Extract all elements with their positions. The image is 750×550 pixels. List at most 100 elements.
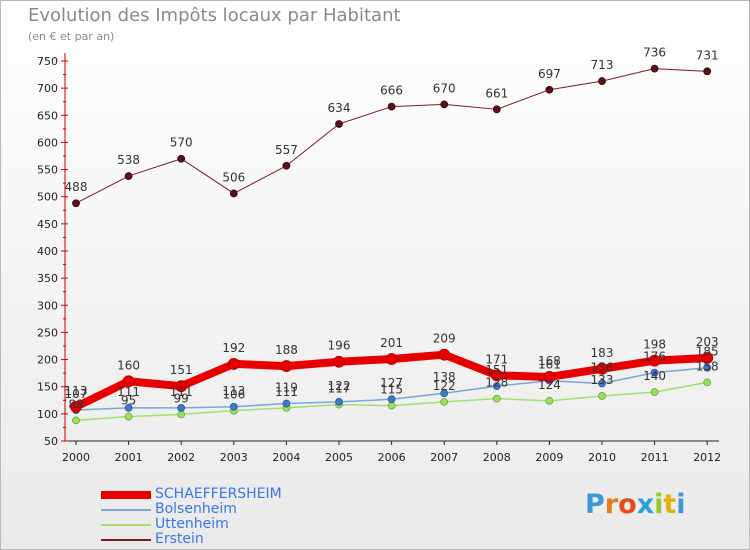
data-label-bolsenheim: 119 xyxy=(275,381,298,395)
data-point-uttenheim[interactable] xyxy=(492,394,501,403)
legend-item-schaeffersheim[interactable]: SCHAEFFERSHEIM xyxy=(101,487,361,502)
data-label-schaeffersheim: 160 xyxy=(117,358,140,372)
y-tick-label: 250 xyxy=(37,326,58,339)
data-label-uttenheim: 133 xyxy=(591,373,614,387)
legend-label-schaeffersheim: SCHAEFFERSHEIM xyxy=(155,486,282,502)
legend-item-uttenheim[interactable]: Uttenheim xyxy=(101,517,361,532)
data-label-schaeffersheim: 198 xyxy=(643,338,666,352)
data-label-erstein: 670 xyxy=(433,81,456,95)
data-point-schaeffersheim[interactable] xyxy=(648,354,661,367)
chart-subtitle: (en € et par an) xyxy=(28,30,115,43)
legend-item-erstein[interactable]: Erstein xyxy=(101,532,361,547)
data-point-erstein[interactable] xyxy=(124,172,133,180)
data-point-bolsenheim[interactable] xyxy=(124,403,133,412)
proxiti-logo: Proxiti xyxy=(585,489,686,520)
data-point-schaeffersheim[interactable] xyxy=(175,380,188,393)
data-point-erstein[interactable] xyxy=(177,154,186,163)
data-point-uttenheim[interactable] xyxy=(387,401,396,410)
data-point-erstein[interactable] xyxy=(545,85,554,94)
y-tick-label: 450 xyxy=(37,218,58,231)
data-point-schaeffersheim[interactable] xyxy=(385,353,398,365)
x-tick-label: 2003 xyxy=(220,451,248,464)
logo-letter: i xyxy=(676,489,686,520)
legend-item-bolsenheim[interactable]: Bolsenheim xyxy=(101,502,361,517)
data-label-uttenheim: 124 xyxy=(538,378,561,392)
y-tick-label: 400 xyxy=(37,245,58,258)
data-point-uttenheim[interactable] xyxy=(440,398,449,406)
data-label-uttenheim: 106 xyxy=(222,388,245,402)
data-point-bolsenheim[interactable] xyxy=(650,368,659,377)
data-point-schaeffersheim[interactable] xyxy=(122,375,135,388)
data-label-erstein: 713 xyxy=(591,58,614,72)
data-label-bolsenheim: 111 xyxy=(170,385,193,399)
data-point-erstein[interactable] xyxy=(72,199,80,208)
data-label-bolsenheim: 107 xyxy=(65,387,88,401)
data-point-bolsenheim[interactable] xyxy=(177,403,186,412)
y-tick-label: 150 xyxy=(37,381,58,394)
data-point-bolsenheim[interactable] xyxy=(703,363,712,372)
data-point-bolsenheim[interactable] xyxy=(492,382,501,391)
data-label-schaeffersheim: 171 xyxy=(485,352,508,366)
data-label-schaeffersheim: 201 xyxy=(380,336,403,350)
data-label-bolsenheim: 176 xyxy=(643,350,666,364)
logo-letter: r xyxy=(604,489,619,520)
data-point-schaeffersheim[interactable] xyxy=(701,352,714,364)
data-point-bolsenheim[interactable] xyxy=(440,389,449,398)
data-label-erstein: 557 xyxy=(275,143,298,157)
data-label-erstein: 736 xyxy=(643,46,666,60)
data-point-erstein[interactable] xyxy=(703,67,712,76)
logo-letter: x xyxy=(636,489,655,520)
data-point-schaeffersheim[interactable] xyxy=(543,371,556,383)
data-point-uttenheim[interactable] xyxy=(124,412,133,421)
data-point-schaeffersheim[interactable] xyxy=(333,355,345,368)
data-point-erstein[interactable] xyxy=(282,161,291,170)
data-label-erstein: 661 xyxy=(485,86,508,100)
data-point-erstein[interactable] xyxy=(335,120,343,128)
data-point-schaeffersheim[interactable] xyxy=(227,358,240,370)
data-point-erstein[interactable] xyxy=(598,77,606,85)
data-point-schaeffersheim[interactable] xyxy=(70,400,82,413)
data-point-erstein[interactable] xyxy=(650,64,659,73)
data-label-schaeffersheim: 113 xyxy=(65,384,88,398)
data-point-bolsenheim[interactable] xyxy=(598,379,606,388)
chart-title: Evolution des Impôts locaux par Habitant xyxy=(28,5,401,26)
data-point-uttenheim[interactable] xyxy=(177,410,186,419)
y-tick-label: 700 xyxy=(37,82,58,95)
data-label-schaeffersheim: 203 xyxy=(696,335,719,349)
data-point-uttenheim[interactable] xyxy=(545,396,554,405)
data-point-schaeffersheim[interactable] xyxy=(490,369,503,382)
data-label-uttenheim: 158 xyxy=(696,359,719,373)
data-label-uttenheim: 140 xyxy=(643,369,666,383)
data-point-erstein[interactable] xyxy=(492,105,501,114)
data-point-erstein[interactable] xyxy=(440,100,449,109)
x-tick-label: 2000 xyxy=(62,451,90,464)
data-point-uttenheim[interactable] xyxy=(72,416,80,425)
logo-letter: o xyxy=(618,489,637,520)
logo-letter: P xyxy=(585,489,605,520)
data-point-uttenheim[interactable] xyxy=(703,378,712,387)
data-label-bolsenheim: 138 xyxy=(433,370,456,384)
data-label-bolsenheim: 185 xyxy=(696,345,719,359)
data-point-bolsenheim[interactable] xyxy=(282,399,291,408)
y-tick-label: 550 xyxy=(37,164,58,177)
data-point-erstein[interactable] xyxy=(229,189,238,198)
data-point-schaeffersheim[interactable] xyxy=(596,362,608,375)
series-layer xyxy=(70,64,714,425)
data-point-uttenheim[interactable] xyxy=(650,388,659,397)
y-tick-label: 300 xyxy=(37,299,58,312)
y-tick-label: 500 xyxy=(37,191,58,204)
y-tick-label: 650 xyxy=(37,109,58,122)
data-point-bolsenheim[interactable] xyxy=(229,402,238,411)
data-label-erstein: 488 xyxy=(65,180,88,194)
legend-swatch-bolsenheim xyxy=(101,509,151,511)
x-tick-label: 2001 xyxy=(115,451,143,464)
data-point-schaeffersheim[interactable] xyxy=(438,348,451,361)
data-point-erstein[interactable] xyxy=(387,102,396,111)
legend: SCHAEFFERSHEIM Bolsenheim Uttenheim Erst… xyxy=(101,487,361,547)
data-point-uttenheim[interactable] xyxy=(598,392,606,400)
data-point-schaeffersheim[interactable] xyxy=(280,360,293,372)
data-point-bolsenheim[interactable] xyxy=(335,398,343,406)
data-label-schaeffersheim: 196 xyxy=(328,339,351,353)
data-point-bolsenheim[interactable] xyxy=(387,395,396,404)
